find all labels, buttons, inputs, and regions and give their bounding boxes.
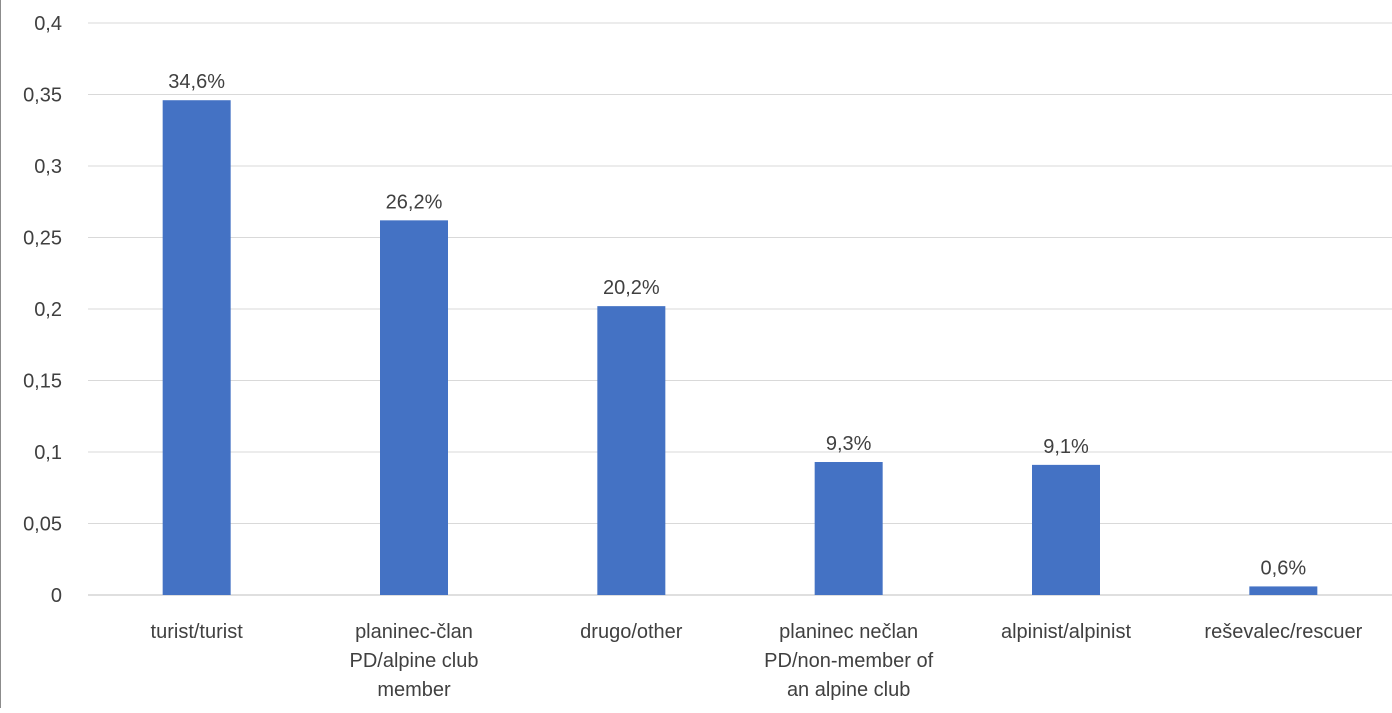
x-category-label-line: planinec-član <box>355 621 473 643</box>
x-category-label: alpinist/alpinist <box>1001 621 1132 643</box>
x-category-label: planinec-član PD/alpine club member <box>350 621 479 701</box>
data-label: 0,6% <box>1261 557 1307 579</box>
y-tick-label: 0,1 <box>34 442 62 464</box>
y-tick-label: 0,3 <box>34 156 62 178</box>
bar <box>597 306 666 595</box>
y-tick-label: 0 <box>51 585 62 607</box>
y-tick-label: 0,2 <box>34 299 62 321</box>
x-category-label-line: PD/alpine club <box>350 650 479 672</box>
x-category-label-line: turist/turist <box>151 621 244 643</box>
data-label: 20,2% <box>603 277 660 299</box>
chart-border <box>0 0 1 708</box>
data-label: 9,3% <box>826 433 872 455</box>
data-label: 26,2% <box>386 191 443 213</box>
bar <box>380 220 448 595</box>
x-category-label-line: member <box>377 679 451 701</box>
y-tick-label: 0,25 <box>23 228 62 250</box>
y-tick-label: 0,35 <box>23 85 62 107</box>
x-category-label: turist/turist <box>151 621 244 643</box>
x-category-label: drugo/other <box>580 621 683 643</box>
x-category-label-line: PD/non-member of <box>764 650 933 672</box>
bar <box>1032 464 1100 595</box>
data-label: 9,1% <box>1043 436 1089 458</box>
x-category-label-line: alpinist/alpinist <box>1001 621 1132 643</box>
x-category-label-line: reševalec/rescuer <box>1204 621 1362 643</box>
x-category-label: reševalec/rescuer <box>1204 621 1362 643</box>
y-tick-label: 0,4 <box>34 13 62 35</box>
bar <box>1249 586 1318 595</box>
x-category-label-line: an alpine club <box>787 679 910 701</box>
y-tick-label: 0,05 <box>23 514 62 536</box>
y-tick-label: 0,15 <box>23 371 62 393</box>
bar <box>814 462 883 595</box>
data-label: 34,6% <box>168 71 225 93</box>
x-category-label-line: planinec nečlan <box>779 621 918 643</box>
bar <box>162 100 231 595</box>
x-category-label: planinec nečlan PD/non-member of an alpine… <box>764 621 933 701</box>
x-category-label-line: drugo/other <box>580 621 683 643</box>
